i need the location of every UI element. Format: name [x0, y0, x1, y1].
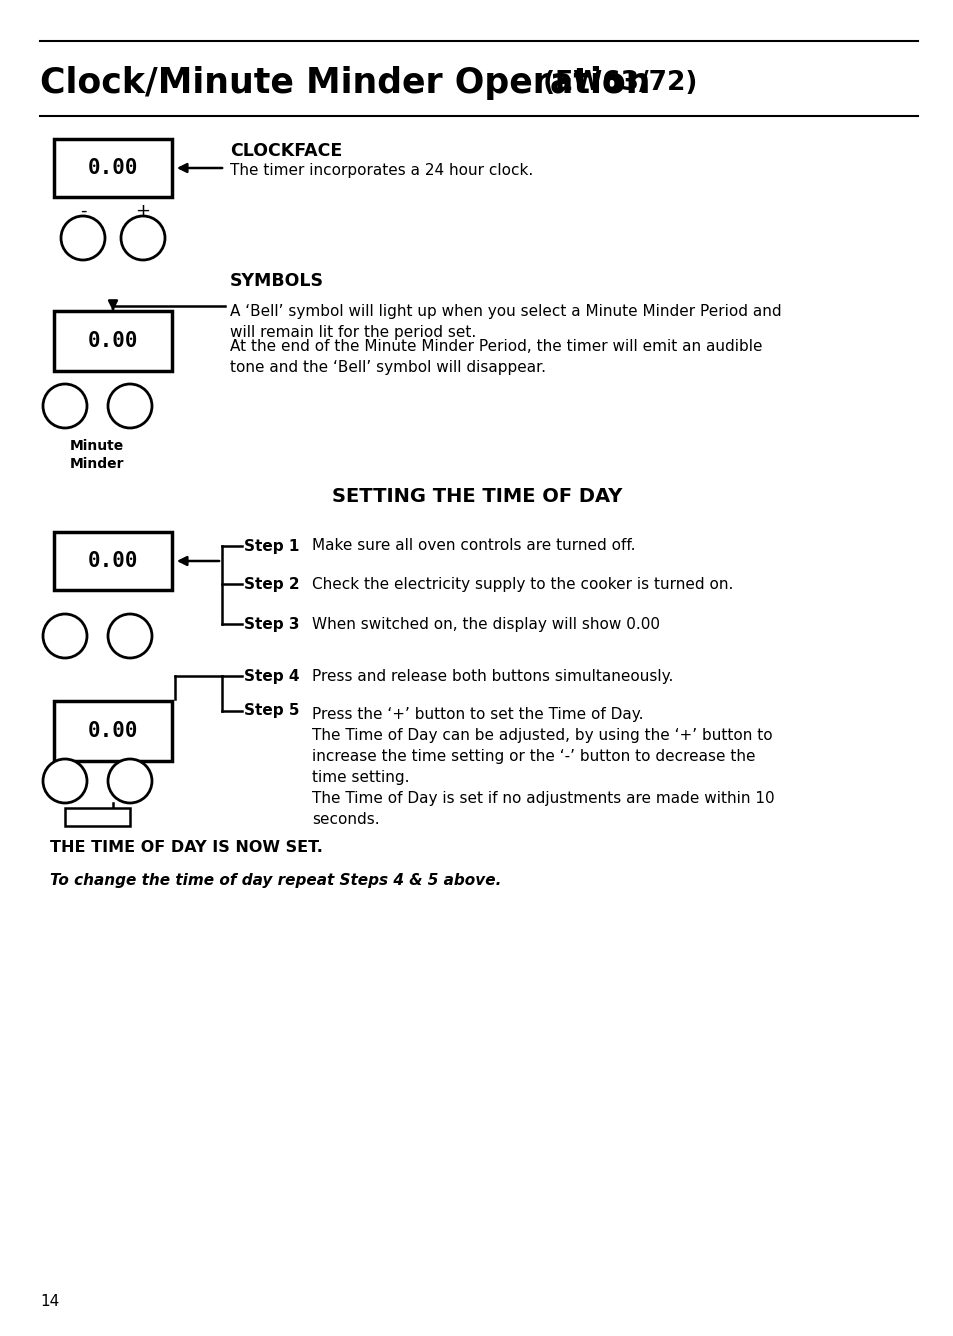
Text: -: -: [80, 202, 86, 220]
Text: THE TIME OF DAY IS NOW SET.: THE TIME OF DAY IS NOW SET.: [50, 840, 322, 855]
Text: SYMBOLS: SYMBOLS: [230, 273, 324, 290]
Text: 0.00: 0.00: [88, 331, 138, 351]
Text: Step 3: Step 3: [244, 616, 299, 632]
Bar: [65, 808, 130, 826]
Text: 0.00: 0.00: [88, 721, 138, 741]
Text: (EW63/72): (EW63/72): [534, 69, 697, 96]
Circle shape: [43, 383, 87, 428]
Circle shape: [108, 759, 152, 803]
Text: SETTING THE TIME OF DAY: SETTING THE TIME OF DAY: [332, 486, 621, 505]
Circle shape: [108, 615, 152, 659]
Bar: [54, 532, 172, 591]
Text: +: +: [135, 202, 151, 220]
Text: 0.00: 0.00: [88, 158, 138, 178]
Circle shape: [61, 216, 105, 261]
Text: The timer incorporates a 24 hour clock.: The timer incorporates a 24 hour clock.: [230, 163, 533, 179]
Circle shape: [43, 759, 87, 803]
Bar: [54, 139, 172, 196]
Text: Minute
Minder: Minute Minder: [70, 440, 124, 470]
Circle shape: [121, 216, 165, 261]
Bar: [54, 701, 172, 762]
Text: To change the time of day repeat Steps 4 & 5 above.: To change the time of day repeat Steps 4…: [50, 872, 501, 887]
Text: CLOCKFACE: CLOCKFACE: [230, 142, 342, 160]
Text: At the end of the Minute Minder Period, the timer will emit an audible
tone and : At the end of the Minute Minder Period, …: [230, 339, 761, 375]
Circle shape: [43, 615, 87, 659]
Text: Step 2: Step 2: [244, 577, 299, 592]
Text: Step 1: Step 1: [244, 538, 299, 553]
Text: Step 4: Step 4: [244, 668, 299, 684]
Circle shape: [108, 383, 152, 428]
Text: Step 5: Step 5: [244, 704, 299, 719]
Text: When switched on, the display will show 0.00: When switched on, the display will show …: [312, 616, 659, 632]
Text: 14: 14: [40, 1293, 59, 1308]
Bar: [54, 311, 172, 371]
Text: Clock/Minute Minder Operation: Clock/Minute Minder Operation: [40, 65, 650, 100]
Text: 0.00: 0.00: [88, 550, 138, 570]
Text: Check the electricity supply to the cooker is turned on.: Check the electricity supply to the cook…: [312, 577, 733, 592]
Text: Press and release both buttons simultaneously.: Press and release both buttons simultane…: [312, 668, 673, 684]
Text: A ‘Bell’ symbol will light up when you select a Minute Minder Period and
will re: A ‘Bell’ symbol will light up when you s…: [230, 305, 781, 339]
Text: Make sure all oven controls are turned off.: Make sure all oven controls are turned o…: [312, 538, 635, 553]
Text: Press the ‘+’ button to set the Time of Day.
The Time of Day can be adjusted, by: Press the ‘+’ button to set the Time of …: [312, 707, 774, 827]
